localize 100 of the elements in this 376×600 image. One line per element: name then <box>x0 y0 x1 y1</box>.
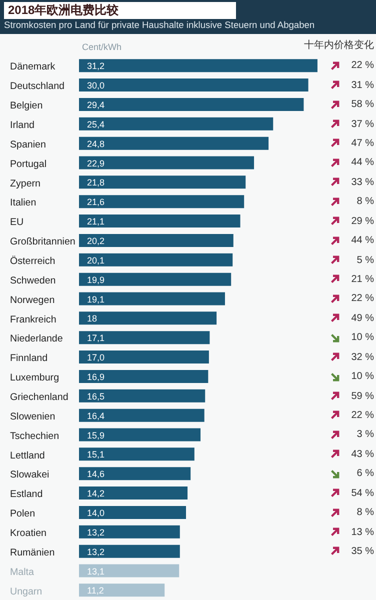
data-label: 22,9 <box>87 158 105 168</box>
y-tick-label: Rumänien <box>10 547 55 558</box>
data-label: 13 % <box>351 526 374 538</box>
data-label: 15,1 <box>87 450 105 460</box>
data-label: 44 % <box>351 157 374 168</box>
bar <box>79 428 201 442</box>
data-label: 13,2 <box>87 527 105 538</box>
y-tick-label: Slowakei <box>10 470 50 481</box>
y-tick-label: Ungarn <box>10 586 42 598</box>
y-tick-label: Estland <box>10 489 43 500</box>
bar <box>79 506 186 519</box>
data-label: 20,1 <box>87 255 105 266</box>
y-tick-label: Dänemark <box>10 62 56 73</box>
data-label: 8 % <box>356 196 374 208</box>
y-tick-label: Tschechien <box>10 430 60 442</box>
data-label: 15,9 <box>87 430 105 440</box>
data-label: 19,9 <box>87 274 105 285</box>
y-tick-label: Luxemburg <box>10 372 60 384</box>
y-tick-label: Kroatien <box>10 528 46 539</box>
data-label: 22 % <box>351 60 374 72</box>
data-label: 58 % <box>351 99 374 110</box>
data-label: 59 % <box>351 390 374 402</box>
data-label: 21,6 <box>87 197 105 208</box>
data-label: 21,8 <box>87 178 105 188</box>
x-axis-title: Cent/kWh <box>82 42 122 52</box>
y-tick-label: Finnland <box>10 353 48 364</box>
data-label: 18 <box>87 314 98 324</box>
bar <box>79 564 180 578</box>
y-tick-label: Norwegen <box>10 294 55 306</box>
data-label: 14,6 <box>87 469 105 480</box>
y-tick-label: Niederlande <box>10 334 64 345</box>
bar <box>79 117 274 130</box>
data-label: 14,2 <box>87 488 105 499</box>
data-label: 49 % <box>351 312 374 324</box>
data-label: 29 % <box>351 216 374 227</box>
data-label: 17,0 <box>87 352 105 363</box>
bar <box>79 195 244 208</box>
data-label: 21 % <box>351 274 374 285</box>
data-label: 16,4 <box>87 410 105 421</box>
data-label: 3 % <box>356 429 374 440</box>
data-label: 21,1 <box>87 216 105 227</box>
data-label: 54 % <box>351 488 374 499</box>
data-label: 44 % <box>351 235 374 246</box>
data-label: 32 % <box>351 352 374 363</box>
y-tick-label: Spanien <box>10 139 46 150</box>
bar <box>79 408 204 422</box>
bar <box>79 234 234 247</box>
bar <box>79 253 233 266</box>
y-tick-label: Polen <box>10 508 36 520</box>
bar <box>79 370 208 383</box>
bar <box>79 525 180 538</box>
y-tick-label: Lettland <box>10 450 45 462</box>
text: 十年内价格变化 <box>304 38 374 52</box>
y-tick-label: Irland <box>10 120 35 131</box>
y-tick-label: Deutschland <box>10 81 64 92</box>
bar <box>79 136 269 150</box>
y-tick-label: Schweden <box>10 275 56 286</box>
bar <box>79 214 240 228</box>
data-label: 14,0 <box>87 508 105 518</box>
data-label: 33 % <box>351 176 374 188</box>
bar <box>79 584 165 597</box>
data-label: 29,4 <box>87 100 105 110</box>
data-label: 11,2 <box>87 586 104 596</box>
data-label: 22 % <box>351 293 374 304</box>
bar <box>79 176 246 189</box>
bar <box>79 350 209 364</box>
bar <box>79 78 308 92</box>
data-label: 35 % <box>351 546 374 557</box>
y-tick-label: EU <box>10 217 24 228</box>
bar <box>79 467 191 480</box>
y-tick-label: Griechenland <box>10 392 68 403</box>
data-label: 8 % <box>356 507 374 518</box>
data-label: 31,2 <box>87 61 105 72</box>
data-label: 17,1 <box>87 333 105 344</box>
data-label: 37 % <box>351 118 374 130</box>
data-label: 10 % <box>351 332 374 344</box>
bar <box>79 448 194 461</box>
data-label: 19,1 <box>87 294 105 304</box>
y-tick-label: Österreich <box>10 255 56 267</box>
chart-subtitle: Stromkosten pro Land für private Haushalte inklusive Steuern und Abgaben <box>4 20 315 30</box>
data-label: 10 % <box>351 371 374 382</box>
bar <box>79 486 188 500</box>
data-label: 13,2 <box>87 546 105 557</box>
data-label: 16,9 <box>87 372 105 382</box>
bar <box>79 312 217 325</box>
data-label: 20,2 <box>87 236 105 246</box>
data-label: 13,1 <box>87 566 105 576</box>
bar <box>79 272 232 286</box>
data-label: 47 % <box>351 138 374 149</box>
y-tick-label: Zypern <box>10 178 40 190</box>
y-tick-label: Belgien <box>10 100 43 112</box>
data-label: 22 % <box>351 410 374 421</box>
bar <box>79 156 254 170</box>
bar <box>79 292 225 306</box>
bar <box>79 98 304 111</box>
data-label: 43 % <box>351 448 374 460</box>
data-label: 30,0 <box>87 80 105 91</box>
y-tick-label: Portugal <box>10 158 46 170</box>
bar <box>79 59 318 72</box>
data-label: 24,8 <box>87 138 105 149</box>
